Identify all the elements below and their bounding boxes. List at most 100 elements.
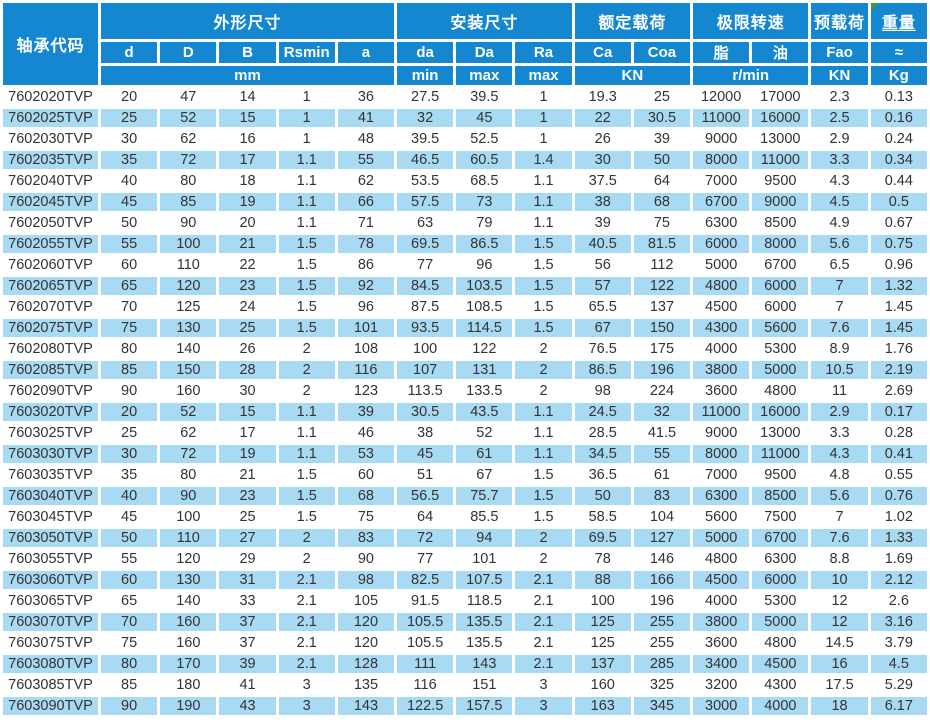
col-header-grease: 脂: [693, 42, 750, 63]
value-cell: 15: [219, 403, 276, 421]
value-cell: 96: [456, 256, 513, 274]
bearing-code-cell: 7602030TVP: [3, 130, 98, 148]
value-cell: 35: [101, 151, 158, 169]
value-cell: 91.5: [397, 592, 454, 610]
value-cell: 39: [633, 130, 691, 148]
value-cell: 5.6: [811, 235, 868, 253]
table-row: 7603035TVP 35 80 21 1.5 60 51 67 1.5 36.5 61 7000 95…: [3, 466, 927, 484]
value-cell: 45: [101, 193, 158, 211]
value-cell: 196: [633, 361, 691, 379]
value-cell: 72: [397, 529, 454, 547]
value-cell: 85: [101, 361, 158, 379]
col-header-ca: Ca: [574, 42, 631, 63]
value-cell: 32: [397, 109, 454, 127]
bearing-code-cell: 7603090TVP: [3, 697, 98, 715]
value-cell: 11000: [693, 109, 750, 127]
bearing-code-cell: 7603070TVP: [3, 613, 98, 631]
value-cell: 51: [397, 466, 454, 484]
value-cell: 4800: [693, 277, 750, 295]
value-cell: 116: [397, 676, 454, 694]
value-cell: 3: [278, 676, 335, 694]
value-cell: 135: [337, 676, 395, 694]
col-header-B: B: [219, 42, 276, 63]
value-cell: 94: [456, 529, 513, 547]
value-cell: 75.7: [456, 487, 513, 505]
value-cell: 2.1: [278, 613, 335, 631]
bearing-code-cell: 7603040TVP: [3, 487, 98, 505]
table-row: 7602020TVP 20 47 14 1 36 27.5 39.5 1 19.3 25 12000 1…: [3, 88, 927, 106]
value-cell: 1.5: [278, 235, 335, 253]
value-cell: 9500: [752, 172, 809, 190]
table-row: 7603025TVP 25 62 17 1.1 46 38 52 1.1 28.5 41.5 9000…: [3, 424, 927, 442]
value-cell: 143: [337, 697, 395, 715]
unit-max-da: max: [456, 66, 513, 85]
value-cell: 4.5: [870, 655, 927, 673]
value-cell: 57: [574, 277, 631, 295]
bearing-code-cell: 7603065TVP: [3, 592, 98, 610]
value-cell: 140: [160, 340, 217, 358]
value-cell: 12: [811, 613, 868, 631]
col-header-a: a: [337, 42, 395, 63]
bearing-code-cell: 7603035TVP: [3, 466, 98, 484]
header-unit-row: mm min max max KN r/min KN Kg: [3, 66, 927, 85]
value-cell: 1.5: [515, 277, 572, 295]
value-cell: 123: [337, 382, 395, 400]
value-cell: 55: [101, 235, 158, 253]
value-cell: 1.76: [870, 340, 927, 358]
value-cell: 72: [160, 151, 217, 169]
value-cell: 32: [633, 403, 691, 421]
value-cell: 2.1: [515, 613, 572, 631]
value-cell: 38: [574, 193, 631, 211]
value-cell: 151: [456, 676, 513, 694]
value-cell: 0.5: [870, 193, 927, 211]
value-cell: 5000: [693, 529, 750, 547]
value-cell: 90: [160, 214, 217, 232]
value-cell: 81.5: [633, 235, 691, 253]
value-cell: 6700: [752, 529, 809, 547]
value-cell: 19.3: [574, 88, 631, 106]
value-cell: 65: [101, 277, 158, 295]
value-cell: 7: [811, 508, 868, 526]
value-cell: 2.1: [278, 634, 335, 652]
value-cell: 52: [160, 109, 217, 127]
value-cell: 2.9: [811, 403, 868, 421]
value-cell: 55: [633, 445, 691, 463]
table-row: 7603060TVP 60 130 31 2.1 98 82.5 107.5 2.1 88 166 4…: [3, 571, 927, 589]
value-cell: 125: [574, 613, 631, 631]
value-cell: 10: [811, 571, 868, 589]
value-cell: 0.44: [870, 172, 927, 190]
bearing-code-cell: 7603060TVP: [3, 571, 98, 589]
value-cell: 28.5: [574, 424, 631, 442]
value-cell: 3600: [693, 382, 750, 400]
value-cell: 65: [101, 592, 158, 610]
value-cell: 19: [219, 445, 276, 463]
value-cell: 78: [574, 550, 631, 568]
value-cell: 1.5: [278, 298, 335, 316]
value-cell: 1.1: [515, 424, 572, 442]
table-row: 7602080TVP 80 140 26 2 108 100 122 2 76.5 175 4000 5…: [3, 340, 927, 358]
table-row: 7603070TVP 70 160 37 2.1 120 105.5 135.5 2.1 125 2…: [3, 613, 927, 631]
value-cell: 2: [278, 361, 335, 379]
value-cell: 14.5: [811, 634, 868, 652]
value-cell: 6000: [752, 571, 809, 589]
value-cell: 86: [337, 256, 395, 274]
value-cell: 63: [397, 214, 454, 232]
value-cell: 11000: [693, 403, 750, 421]
value-cell: 2.1: [515, 634, 572, 652]
value-cell: 1.5: [278, 256, 335, 274]
value-cell: 150: [160, 361, 217, 379]
value-cell: 140: [160, 592, 217, 610]
value-cell: 2.1: [515, 655, 572, 673]
weight-link[interactable]: 重量: [881, 15, 916, 32]
table-row: 7602090TVP 90 160 30 2 123 113.5 133.5 2 98 224 360…: [3, 382, 927, 400]
value-cell: 5.6: [811, 487, 868, 505]
value-cell: 77: [397, 550, 454, 568]
value-cell: 150: [633, 319, 691, 337]
value-cell: 52: [160, 403, 217, 421]
value-cell: 9000: [693, 130, 750, 148]
col-header-D: D: [160, 42, 217, 63]
value-cell: 105: [337, 592, 395, 610]
bearing-code-cell: 7603050TVP: [3, 529, 98, 547]
value-cell: 1.4: [515, 151, 572, 169]
